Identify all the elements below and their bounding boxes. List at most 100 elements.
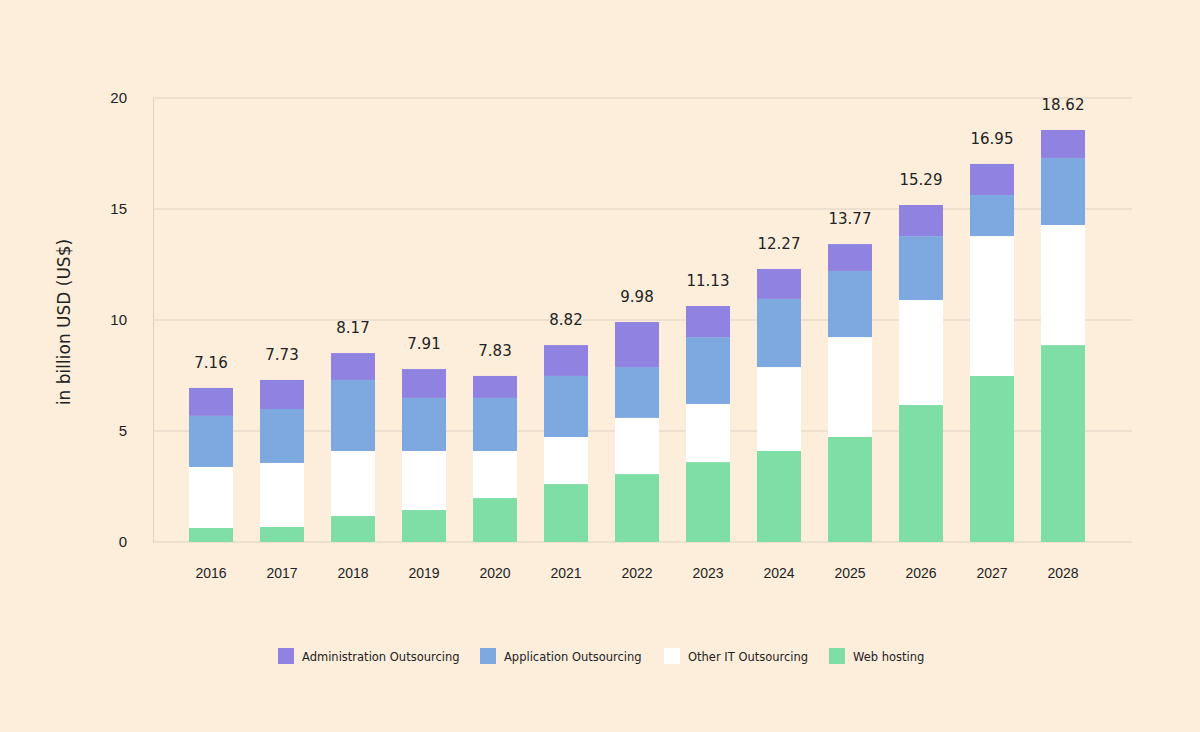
bar-segment (899, 205, 943, 236)
x-tick-label: 2022 (621, 565, 652, 581)
x-tick-label: 2027 (976, 565, 1007, 581)
x-tick: 2021 (550, 565, 581, 581)
total-label: 16.95 (971, 130, 1014, 148)
bar-segment (970, 236, 1014, 376)
x-tick: 2019 (408, 565, 439, 581)
bar-segment (828, 271, 872, 337)
x-tick-label: 2026 (905, 565, 936, 581)
bar-segment (970, 376, 1014, 542)
bar-segment (899, 300, 943, 405)
bar-segment (1041, 225, 1085, 345)
y-tick: 0 (119, 533, 153, 550)
y-axis-line (153, 99, 154, 543)
x-tick: 2022 (621, 565, 652, 581)
x-tick-label: 2017 (266, 565, 297, 581)
x-tick-label: 2024 (763, 565, 794, 581)
x-tick-label: 2025 (834, 565, 865, 581)
bar-segment (331, 516, 375, 542)
legend: Administration Outsourcing Application Ou… (278, 648, 924, 664)
bar-segment (260, 463, 304, 527)
legend-label: Web hosting (853, 650, 924, 664)
bar-segment (970, 164, 1014, 195)
x-tick: 2024 (763, 565, 794, 581)
bar-segment (686, 462, 730, 542)
bar-segment (899, 236, 943, 300)
x-tick: 2018 (337, 565, 368, 581)
y-tick: 10 (110, 311, 153, 328)
x-tick: 2028 (1047, 565, 1078, 581)
series (189, 158, 1085, 467)
bar-segment (1041, 158, 1085, 225)
y-tick-label: 15 (110, 200, 127, 217)
chart: 0 5 10 15 20 in billion USD (US$) 2016 2017 2018… (0, 0, 1200, 732)
bar-segment (828, 244, 872, 271)
bar-segment (331, 353, 375, 380)
series (189, 225, 1085, 528)
total-label: 8.17 (336, 319, 369, 337)
bar-segment (544, 484, 588, 542)
total-label: 12.27 (758, 235, 801, 253)
bar-segment (970, 195, 1014, 236)
legend-label: Administration Outsourcing (302, 650, 460, 664)
bar-segment (402, 398, 446, 451)
bar-segment (544, 345, 588, 376)
total-label: 7.73 (265, 346, 298, 364)
bar-segment (828, 337, 872, 437)
y-tick-label: 5 (119, 422, 127, 439)
x-axis: 2016 2017 2018 2019 2020 2021 2022 2023 2024 2025… (195, 565, 1078, 581)
y-tick: 5 (119, 422, 153, 439)
bar-segment (189, 388, 233, 416)
total-label: 8.82 (549, 311, 582, 329)
bar-segment (402, 369, 446, 398)
total-label: 9.98 (620, 288, 653, 306)
x-tick-label: 2020 (479, 565, 510, 581)
y-tick-label: 0 (119, 533, 127, 550)
grid (153, 98, 1132, 542)
bar-segment (615, 418, 659, 474)
x-tick-label: 2016 (195, 565, 226, 581)
total-label: 13.77 (829, 210, 872, 228)
bar-segment (260, 380, 304, 409)
bar-segment (189, 528, 233, 542)
y-tick-label: 10 (110, 311, 127, 328)
y-axis: 0 5 10 15 20 (110, 89, 153, 550)
bar-segment (260, 527, 304, 542)
y-tick: 20 (110, 89, 153, 106)
bar-segment (615, 322, 659, 367)
bar-segment (757, 451, 801, 542)
legend-swatch (480, 648, 496, 664)
x-tick-label: 2023 (692, 565, 723, 581)
bar-segment (615, 367, 659, 418)
bar-segment (686, 306, 730, 337)
x-tick: 2025 (834, 565, 865, 581)
bar-segment (1041, 345, 1085, 542)
x-tick-label: 2019 (408, 565, 439, 581)
bar-segment (331, 380, 375, 451)
legend-item: Administration Outsourcing (278, 648, 460, 664)
x-tick: 2023 (692, 565, 723, 581)
total-label: 11.13 (687, 272, 730, 290)
x-tick: 2017 (266, 565, 297, 581)
legend-item: Application Outsourcing (480, 648, 642, 664)
legend-swatch (829, 648, 845, 664)
bar-segment (757, 269, 801, 299)
bar-segment (473, 398, 517, 451)
legend-item: Other IT Outsourcing (664, 648, 808, 664)
bar-segment (828, 437, 872, 542)
bar-segment (686, 337, 730, 404)
x-tick: 2016 (195, 565, 226, 581)
total-label: 15.29 (900, 171, 943, 189)
y-axis-title: in billion USD (US$) (54, 239, 74, 405)
x-tick-label: 2018 (337, 565, 368, 581)
bar-segment (473, 498, 517, 542)
bar-segment (473, 451, 517, 498)
bar-segment (757, 299, 801, 367)
x-tick: 2020 (479, 565, 510, 581)
bar-segment (473, 376, 517, 398)
legend-swatch (278, 648, 294, 664)
legend-item: Web hosting (829, 648, 924, 664)
total-label: 18.62 (1042, 96, 1085, 114)
legend-label: Application Outsourcing (504, 650, 642, 664)
bar-segment (402, 451, 446, 510)
total-label: 7.91 (407, 335, 440, 353)
